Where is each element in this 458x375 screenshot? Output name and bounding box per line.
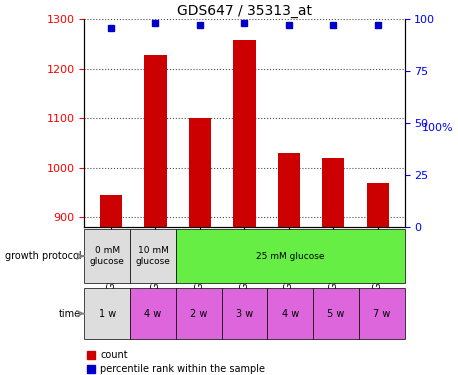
- Bar: [322, 158, 344, 375]
- Text: count: count: [100, 350, 128, 360]
- FancyBboxPatch shape: [267, 288, 313, 339]
- Text: 2 w: 2 w: [190, 309, 207, 319]
- Text: 4 w: 4 w: [144, 309, 162, 319]
- Bar: [367, 183, 389, 375]
- Bar: [144, 55, 167, 375]
- Text: percentile rank within the sample: percentile rank within the sample: [100, 364, 265, 374]
- Text: 10 mM
glucose: 10 mM glucose: [136, 246, 170, 266]
- FancyBboxPatch shape: [313, 288, 359, 339]
- FancyBboxPatch shape: [176, 230, 404, 283]
- FancyBboxPatch shape: [130, 288, 176, 339]
- Y-axis label: 100%: 100%: [422, 123, 454, 133]
- FancyBboxPatch shape: [222, 288, 267, 339]
- Title: GDS647 / 35313_at: GDS647 / 35313_at: [177, 4, 312, 18]
- Text: 3 w: 3 w: [236, 309, 253, 319]
- Text: 4 w: 4 w: [282, 309, 299, 319]
- FancyBboxPatch shape: [359, 288, 404, 339]
- FancyBboxPatch shape: [130, 230, 176, 283]
- Text: time: time: [59, 309, 81, 319]
- Text: growth protocol: growth protocol: [5, 251, 81, 261]
- Bar: [278, 153, 300, 375]
- Text: 0 mM
glucose: 0 mM glucose: [90, 246, 125, 266]
- FancyBboxPatch shape: [176, 288, 222, 339]
- Text: 5 w: 5 w: [327, 309, 344, 319]
- Bar: [233, 40, 256, 375]
- FancyBboxPatch shape: [84, 230, 130, 283]
- Bar: [100, 195, 122, 375]
- FancyBboxPatch shape: [84, 288, 130, 339]
- Text: 1 w: 1 w: [98, 309, 116, 319]
- Bar: [189, 118, 211, 375]
- Text: 7 w: 7 w: [373, 309, 390, 319]
- Text: 25 mM glucose: 25 mM glucose: [256, 252, 324, 261]
